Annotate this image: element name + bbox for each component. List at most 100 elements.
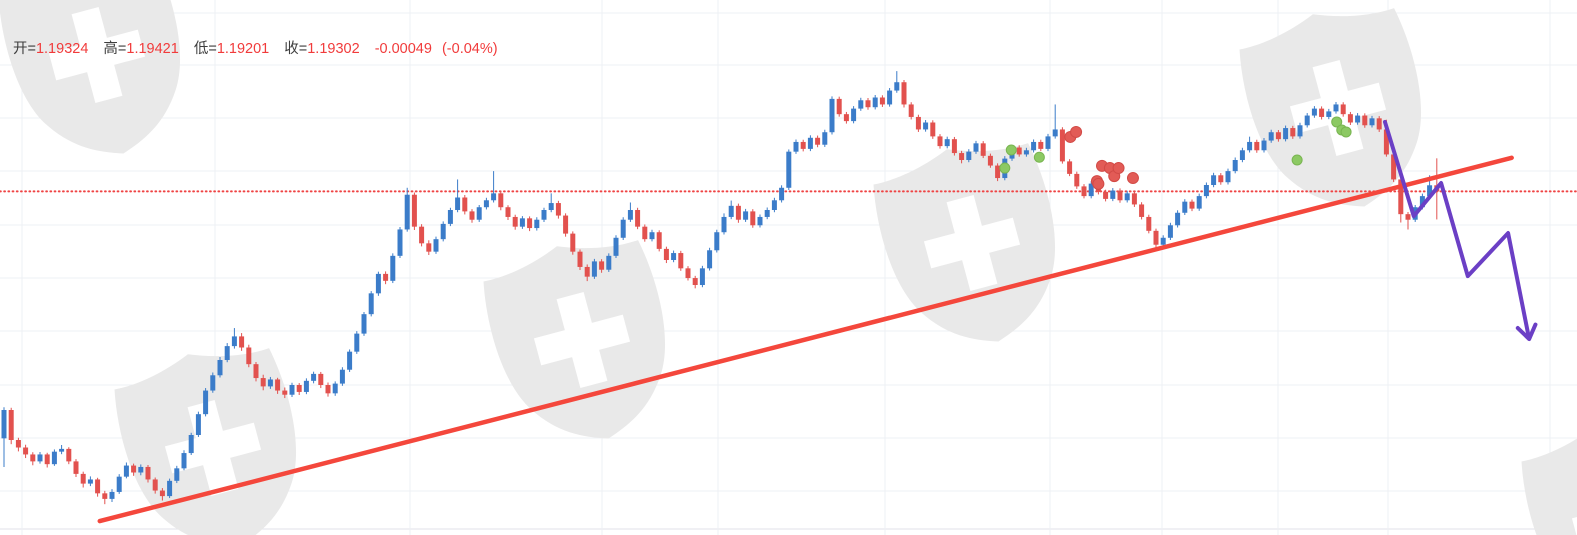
candle-down bbox=[959, 150, 965, 164]
support-trendline[interactable] bbox=[97, 155, 1514, 524]
buy-signal-dot[interactable] bbox=[1340, 126, 1352, 138]
candle-down bbox=[411, 192, 417, 230]
candle-up bbox=[541, 207, 547, 222]
candle-up bbox=[764, 207, 770, 220]
candle-up bbox=[397, 226, 403, 259]
candle-down bbox=[908, 102, 914, 120]
candle-down bbox=[44, 452, 50, 468]
candle-down bbox=[1347, 111, 1353, 125]
candle-down bbox=[318, 371, 324, 389]
candle-up bbox=[620, 217, 626, 240]
candle-up bbox=[1247, 136, 1253, 153]
candle-up bbox=[671, 250, 677, 263]
candle-down bbox=[8, 407, 14, 445]
candle-up bbox=[390, 253, 396, 284]
candle-up bbox=[303, 378, 309, 395]
candle-up bbox=[944, 136, 950, 149]
candle-down bbox=[750, 209, 756, 228]
candle-down bbox=[836, 96, 842, 117]
candle-up bbox=[771, 197, 777, 213]
candle-down bbox=[980, 141, 986, 159]
candle-up bbox=[627, 202, 633, 222]
candle-up bbox=[887, 88, 893, 107]
candle-down bbox=[599, 259, 605, 273]
buy-signal-dot[interactable] bbox=[1331, 116, 1343, 128]
candle-down bbox=[66, 447, 72, 465]
candle-up bbox=[181, 450, 187, 471]
candle-down bbox=[95, 477, 101, 497]
candle-up bbox=[1045, 133, 1051, 152]
candle-up bbox=[1211, 172, 1217, 188]
candle-down bbox=[15, 437, 21, 452]
ohlc-legend: 开=1.19324 高=1.19421 低=1.19201 收=1.19302 … bbox=[13, 37, 504, 58]
candle-up bbox=[195, 411, 201, 437]
candle-up bbox=[188, 432, 194, 455]
forecast-down-arrow[interactable] bbox=[1382, 119, 1538, 342]
candle-up bbox=[87, 476, 93, 487]
candle-down bbox=[527, 216, 533, 232]
candle-up bbox=[1311, 106, 1317, 118]
candle-down bbox=[152, 477, 158, 494]
candle-down bbox=[419, 224, 425, 247]
candle-up bbox=[1031, 139, 1037, 153]
candle-down bbox=[1218, 173, 1224, 185]
sell-signal-dot[interactable] bbox=[1092, 177, 1105, 190]
candles-layer bbox=[1, 71, 1440, 505]
candle-up bbox=[455, 179, 461, 213]
candle-down bbox=[642, 224, 648, 242]
candle-down bbox=[383, 271, 389, 285]
candle-up bbox=[231, 328, 237, 349]
candle-up bbox=[347, 349, 353, 372]
candle-up bbox=[1088, 181, 1094, 199]
shield-cross-watermark-icon bbox=[1239, 8, 1422, 207]
candle-down bbox=[577, 249, 583, 270]
candle-up bbox=[851, 106, 857, 124]
candle-down bbox=[426, 240, 432, 255]
buy-signal-dot[interactable] bbox=[1005, 144, 1017, 156]
buy-signal-dot[interactable] bbox=[1033, 151, 1045, 163]
candle-down bbox=[505, 205, 511, 220]
candle-up bbox=[534, 217, 540, 231]
candle-up bbox=[59, 445, 65, 455]
candle-down bbox=[1405, 211, 1411, 230]
high-label: 高 bbox=[103, 41, 118, 57]
candle-down bbox=[325, 382, 331, 397]
high-value: 1.19421 bbox=[126, 41, 179, 57]
candle-down bbox=[1103, 189, 1109, 202]
sell-signal-dot[interactable] bbox=[1070, 125, 1083, 138]
candle-up bbox=[339, 367, 345, 386]
candle-down bbox=[282, 387, 288, 399]
candle-down bbox=[800, 139, 806, 152]
sell-signal-dot[interactable] bbox=[1112, 162, 1125, 175]
low-value: 1.19201 bbox=[216, 41, 270, 57]
candle-up bbox=[1326, 108, 1332, 120]
ohlc-close: 收=1.19302 bbox=[284, 41, 360, 57]
candle-down bbox=[469, 209, 475, 223]
candle-down bbox=[1254, 139, 1260, 153]
candle-down bbox=[735, 203, 741, 223]
candle-down bbox=[1189, 199, 1195, 212]
sell-signal-dot[interactable] bbox=[1126, 172, 1139, 185]
candle-down bbox=[563, 213, 569, 237]
candle-up bbox=[491, 171, 497, 203]
buy-signal-dot[interactable] bbox=[1291, 154, 1303, 166]
candle-down bbox=[1319, 106, 1325, 120]
change-value: -0.00049 bbox=[374, 41, 432, 57]
candle-down bbox=[1153, 228, 1159, 251]
candle-up bbox=[1110, 188, 1116, 202]
candle-down bbox=[901, 80, 907, 108]
candle-down bbox=[1290, 125, 1296, 139]
candle-down bbox=[246, 344, 252, 368]
candle-up bbox=[786, 149, 792, 190]
buy-signal-dot[interactable] bbox=[999, 162, 1011, 174]
candle-down bbox=[1131, 191, 1137, 207]
candle-down bbox=[239, 333, 245, 351]
candle-up bbox=[483, 197, 489, 210]
candle-up bbox=[721, 213, 727, 235]
candle-up bbox=[210, 372, 216, 393]
candle-down bbox=[1275, 130, 1281, 142]
candle-down bbox=[1016, 145, 1022, 157]
